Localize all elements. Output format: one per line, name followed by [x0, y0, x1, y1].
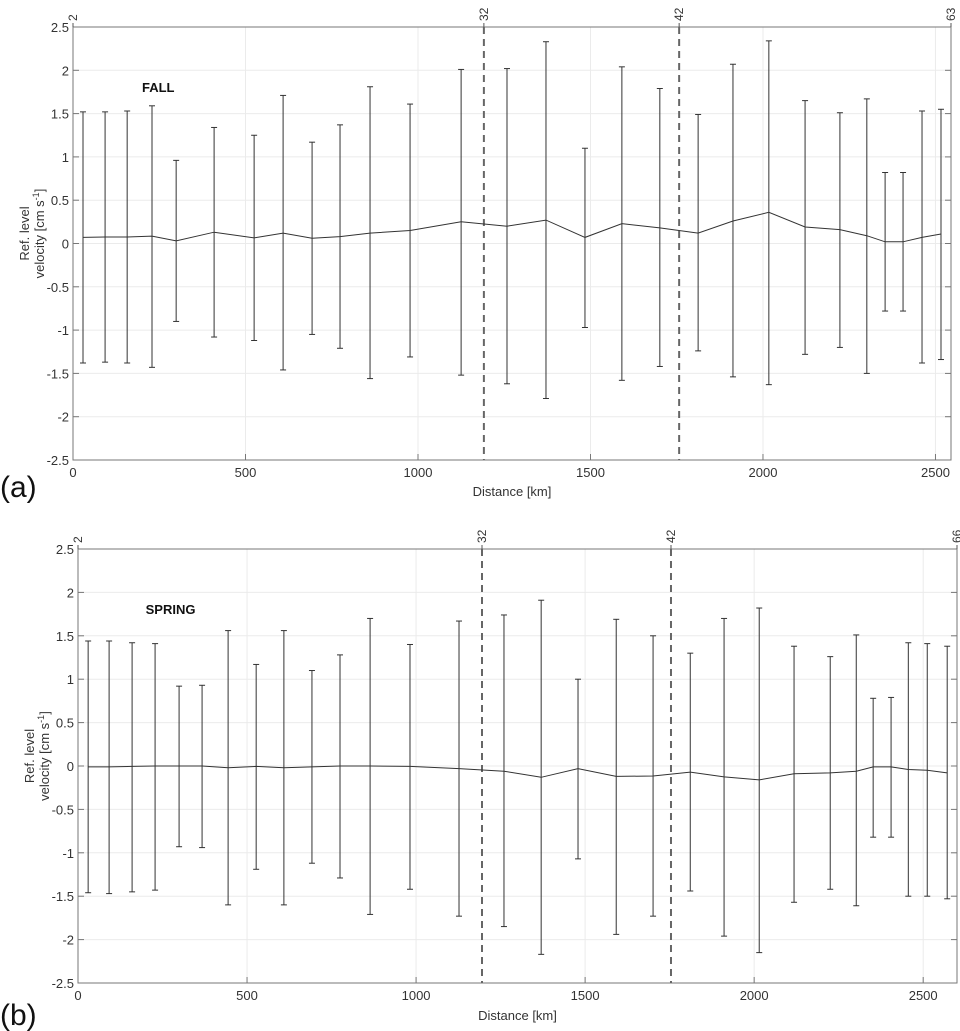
mean-velocity-line [88, 765, 948, 781]
station-label: 42 [672, 7, 686, 21]
x-tick-label: 2500 [921, 465, 950, 480]
y-tick-label: 1 [67, 672, 74, 687]
station-label: 2 [66, 14, 80, 21]
season-annotation: FALL [142, 80, 175, 95]
x-tick-label: 1000 [402, 988, 431, 1003]
y-tick-label: -2.5 [52, 976, 74, 991]
y-tick-label: 1.5 [51, 107, 69, 122]
y-tick-label: -2 [62, 933, 74, 948]
x-tick-label: 2000 [740, 988, 769, 1003]
x-tick-label: 1500 [576, 465, 605, 480]
panel-label: (b) [0, 999, 37, 1031]
y-tick-label: -1.5 [52, 889, 74, 904]
y-tick-label: -0.5 [52, 802, 74, 817]
y-axis-unit: velocity [cm s [32, 200, 47, 279]
x-axis-label: Distance [km] [478, 1008, 557, 1023]
y-axis-unit: velocity [cm s [37, 722, 52, 801]
y-axis-unit-close: ] [37, 711, 52, 715]
x-tick-label: 0 [74, 988, 81, 1003]
error-bar [152, 643, 159, 891]
y-axis-label-line1: Ref. level [22, 729, 37, 783]
y-tick-label: -1 [57, 323, 69, 338]
y-axis-label-line2: velocity [cm s-1] [31, 189, 47, 279]
y-axis-unit-exponent: -1 [31, 192, 41, 200]
station-label: 63 [944, 7, 958, 21]
error-bar [870, 697, 877, 838]
x-tick-label: 2500 [909, 988, 938, 1003]
y-tick-label: 2 [62, 63, 69, 78]
x-tick-label: 1000 [404, 465, 433, 480]
station-label: 32 [475, 529, 489, 543]
y-tick-label: 1 [62, 150, 69, 165]
y-tick-label: 0.5 [56, 716, 74, 731]
y-tick-label: -2 [57, 410, 69, 425]
y-tick-label: 0 [67, 759, 74, 774]
chart-panel-a: 0 500 1000 1500 2000 2500 -2.5 -2 -1.5 -1 -0.5 0 0.5… [0, 7, 958, 504]
station-label: 32 [477, 7, 491, 21]
y-axis-label-line2: velocity [cm s-1] [36, 711, 52, 801]
y-tick-label: -1.5 [47, 366, 69, 381]
y-tick-label: 2.5 [51, 20, 69, 35]
error-bar [129, 642, 136, 893]
x-axis-label: Distance [km] [473, 484, 552, 499]
y-axis-unit-exponent: -1 [36, 715, 46, 723]
x-tick-label: 1500 [571, 988, 600, 1003]
season-annotation: SPRING [146, 602, 196, 617]
y-axis-unit-close: ] [32, 189, 47, 193]
station-label: 42 [664, 529, 678, 543]
mean-velocity-line [82, 211, 942, 243]
y-tick-label: 0.5 [51, 193, 69, 208]
error-bar [853, 634, 860, 907]
x-tick-label: 500 [235, 465, 257, 480]
x-tick-label: 2000 [749, 465, 778, 480]
station-label: 66 [950, 529, 960, 543]
y-tick-label: -1 [62, 846, 74, 861]
chart-panel-b: 0 500 1000 1500 2000 2500 -2.5 -2 -1.5 -1 -0.5 0 0.5… [0, 529, 960, 1031]
x-tick-label: 500 [236, 988, 258, 1003]
x-tick-label: 0 [69, 465, 76, 480]
y-tick-label: -2.5 [47, 453, 69, 468]
y-tick-label: 2.5 [56, 542, 74, 557]
y-tick-label: 1.5 [56, 629, 74, 644]
y-axis-label-line1: Ref. level [17, 206, 32, 260]
y-tick-label: -0.5 [47, 280, 69, 295]
panel-label: (a) [0, 471, 37, 504]
station-label: 2 [71, 536, 85, 543]
y-tick-label: 2 [67, 585, 74, 600]
y-tick-label: 0 [62, 237, 69, 252]
